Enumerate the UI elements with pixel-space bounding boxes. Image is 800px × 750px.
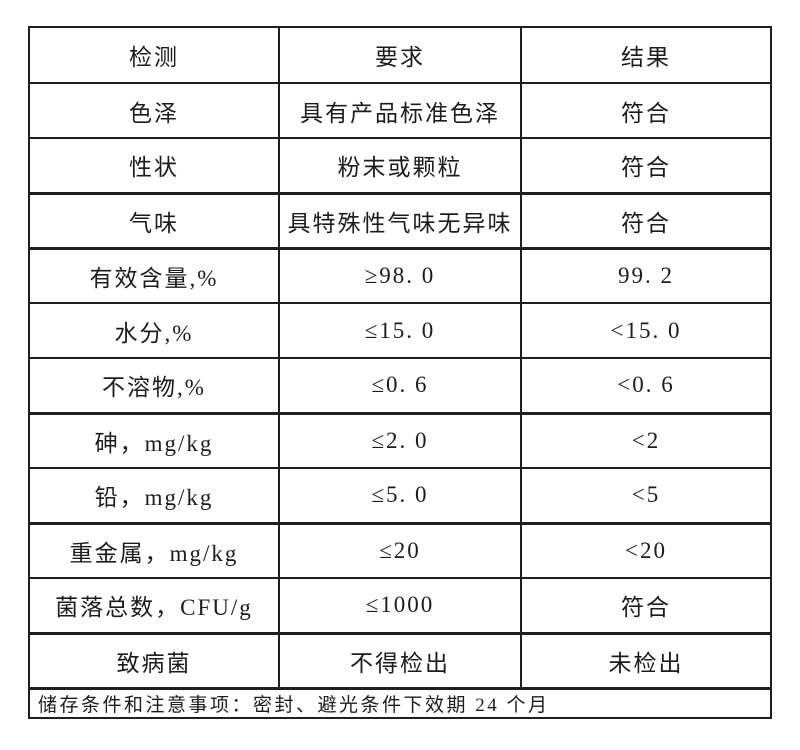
cell-test: 砷，mg/kg: [28, 411, 280, 469]
cell-result: 未检出: [520, 631, 772, 689]
cell-requirement: ≥98. 0: [278, 246, 522, 304]
cell-test: 菌落总数，CFU/g: [28, 577, 280, 634]
cell-result: <2: [520, 411, 772, 469]
storage-note: 储存条件和注意事项：密封、避光条件下效期 24 个月: [28, 686, 772, 719]
table-row-active-content: 有效含量,% ≥98. 0 99. 2: [28, 246, 772, 304]
header-requirement: 要求: [278, 26, 522, 84]
table-row-moisture: 水分,% ≤15. 0 <15. 0: [28, 302, 772, 359]
table-row-total-plate-count: 菌落总数，CFU/g ≤1000 符合: [28, 577, 772, 634]
cell-result: <0. 6: [520, 357, 772, 414]
cell-result: 符合: [520, 137, 772, 194]
cell-requirement: 具有产品标准色泽: [278, 82, 522, 139]
cell-test: 重金属，mg/kg: [28, 521, 280, 579]
cell-test: 气味: [28, 191, 280, 249]
cell-requirement: 不得检出: [278, 631, 522, 689]
cell-requirement: ≤1000: [278, 577, 522, 634]
cell-test: 致病菌: [28, 631, 280, 689]
cell-test: 性状: [28, 137, 280, 194]
table-row-odor: 气味 具特殊性气味无异味 符合: [28, 191, 772, 249]
cell-result: <15. 0: [520, 302, 772, 359]
table-header-row: 检测 要求 结果: [28, 26, 772, 84]
table-row-arsenic: 砷，mg/kg ≤2. 0 <2: [28, 411, 772, 469]
inspection-table: 检测 要求 结果 色泽 具有产品标准色泽 符合 性状 粉末或颗粒 符合 气味 具…: [28, 26, 772, 719]
cell-result: <5: [520, 467, 772, 524]
cell-test: 有效含量,%: [28, 246, 280, 304]
cell-requirement: ≤5. 0: [278, 467, 522, 524]
cell-test: 色泽: [28, 82, 280, 139]
cell-test: 水分,%: [28, 302, 280, 359]
cell-test: 不溶物,%: [28, 357, 280, 414]
header-test: 检测: [28, 26, 280, 84]
cell-requirement: ≤2. 0: [278, 411, 522, 469]
table-footer-row: 储存条件和注意事项：密封、避光条件下效期 24 个月: [28, 686, 772, 719]
table-row-heavy-metals: 重金属，mg/kg ≤20 <20: [28, 521, 772, 579]
table-row-lead: 铅，mg/kg ≤5. 0 <5: [28, 467, 772, 524]
table-row-pathogens: 致病菌 不得检出 未检出: [28, 631, 772, 689]
cell-test: 铅，mg/kg: [28, 467, 280, 524]
cell-result: <20: [520, 521, 772, 579]
header-result: 结果: [520, 26, 772, 84]
table-row-color: 色泽 具有产品标准色泽 符合: [28, 82, 772, 139]
cell-requirement: ≤20: [278, 521, 522, 579]
cell-requirement: ≤0. 6: [278, 357, 522, 414]
table-row-insolubles: 不溶物,% ≤0. 6 <0. 6: [28, 357, 772, 414]
cell-requirement: 粉末或颗粒: [278, 137, 522, 194]
cell-result: 符合: [520, 577, 772, 634]
cell-result: 符合: [520, 82, 772, 139]
cell-requirement: ≤15. 0: [278, 302, 522, 359]
table-row-appearance: 性状 粉末或颗粒 符合: [28, 137, 772, 194]
cell-result: 99. 2: [520, 246, 772, 304]
cell-result: 符合: [520, 191, 772, 249]
cell-requirement: 具特殊性气味无异味: [278, 191, 522, 249]
